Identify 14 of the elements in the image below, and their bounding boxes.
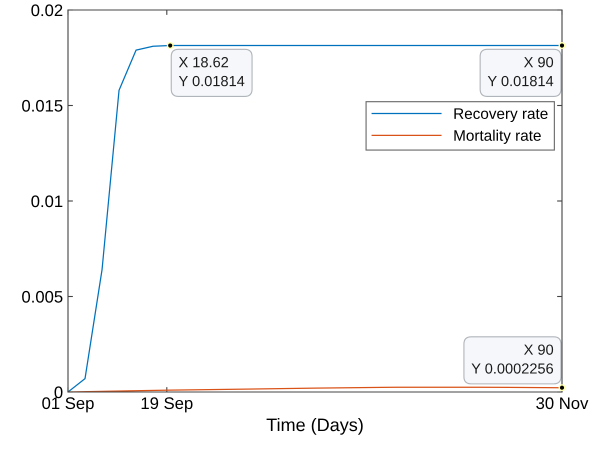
x-axis-title: Time (Days)	[266, 418, 363, 435]
x-tick-label: 01 Sep	[42, 397, 94, 412]
legend-label: Recovery rate	[454, 108, 548, 122]
annotation: X 18.62 Y 0.01814	[178, 57, 244, 86]
y-tick-label: 0.005	[22, 290, 62, 303]
legend-label: Mortality rate	[454, 130, 541, 144]
y-tick-label: 0.02	[31, 4, 62, 16]
x-tick-label: 30 Nov	[536, 397, 588, 410]
y-tick-label: 0	[54, 386, 62, 398]
annotation: X 90 Y 0.0002256	[472, 344, 554, 374]
annotation: X 90 Y 0.01814	[488, 57, 554, 86]
y-tick-label: 0.015	[22, 100, 62, 112]
y-tick-label: 0.01	[31, 195, 62, 208]
x-tick-label: 19 Sep	[142, 397, 193, 412]
